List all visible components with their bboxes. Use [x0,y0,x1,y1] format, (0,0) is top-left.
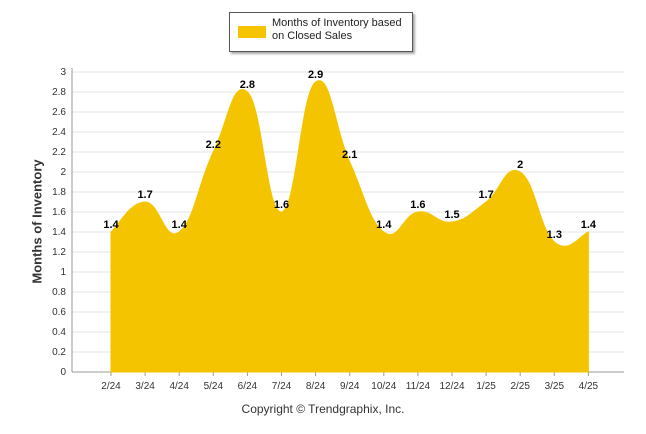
legend-label-line-1: Months of Inventory based [272,17,402,29]
data-label: 1.4 [581,219,597,231]
legend-label-line-2: on Closed Sales [272,30,353,42]
y-tick-label: 0.8 [52,287,66,298]
y-tick-label: 0.6 [52,307,66,318]
y-tick-label: 1.4 [52,227,66,238]
x-tick-label: 4/25 [579,381,599,392]
x-tick-label: 6/24 [238,381,258,392]
x-tick-label: 3/25 [545,381,565,392]
data-label: 1.6 [274,199,289,211]
x-tick-label: 3/24 [135,381,155,392]
data-label: 1.4 [376,219,392,231]
y-tick-label: 0.2 [52,347,66,358]
x-tick-label: 2/25 [510,381,530,392]
y-tick-labels: 0 0.2 0.4 0.6 0.8 1 1.2 1.4 1.6 1.8 2 2.2 2.4 2.6 2.8 3 [52,67,66,378]
data-label: 2.9 [308,69,323,81]
legend: Months of Inventory based on Closed Sale… [229,12,413,52]
y-tick-label: 3 [60,67,66,78]
data-label: 1.7 [137,189,152,201]
y-tick-label: 0.4 [52,327,66,338]
area-series-fill [110,80,589,373]
y-tick-label: 2.4 [52,127,66,138]
y-tick-label: 2 [60,167,66,178]
legend-label: Months of Inventory based on Closed Sale… [272,17,408,43]
data-label: 1.3 [547,229,562,241]
x-tick-label: 1/25 [476,381,496,392]
y-tick-label: 2.2 [52,147,66,158]
x-tick-labels: 2/24 3/24 4/24 5/24 6/24 7/24 8/24 9/24 10/24 11/… [101,381,598,392]
y-tick-label: 1 [60,267,66,278]
y-tick-label: 2.8 [52,87,66,98]
data-label: 2.2 [206,139,221,151]
x-tick-label: 12/24 [439,381,464,392]
y-tick-label: 2.6 [52,107,66,118]
copyright-footer: Copyright © Trendgraphix, Inc. [241,402,405,416]
x-tick-label: 7/24 [272,381,292,392]
data-labels: 1.4 1.7 1.4 2.2 2.8 1.6 2.9 2.1 1.4 1.6 1.5 1.7 2 1.3… [103,69,597,241]
data-label: 1.6 [410,199,425,211]
legend-swatch [238,26,266,38]
data-label: 2.1 [342,149,357,161]
data-label: 1.4 [172,219,188,231]
data-label: 2.8 [240,79,255,91]
data-label: 1.5 [444,209,459,221]
data-label: 2 [517,159,523,171]
data-label: 1.7 [478,189,493,201]
x-tick-label: 4/24 [169,381,189,392]
x-tick-label: 11/24 [406,381,431,392]
y-tick-label: 1.8 [52,187,66,198]
x-tick-label: 10/24 [371,381,396,392]
y-axis-title: Months of Inventory [29,159,45,284]
x-tick-label: 9/24 [340,381,360,392]
area-series [110,80,589,373]
x-tick-label: 5/24 [204,381,224,392]
x-tick-label: 2/24 [101,381,121,392]
data-label: 1.4 [103,219,119,231]
y-tick-label: 1.2 [52,247,66,258]
y-tick-label: 1.6 [52,207,66,218]
x-tick-label: 8/24 [306,381,326,392]
y-tick-label: 0 [60,367,66,378]
